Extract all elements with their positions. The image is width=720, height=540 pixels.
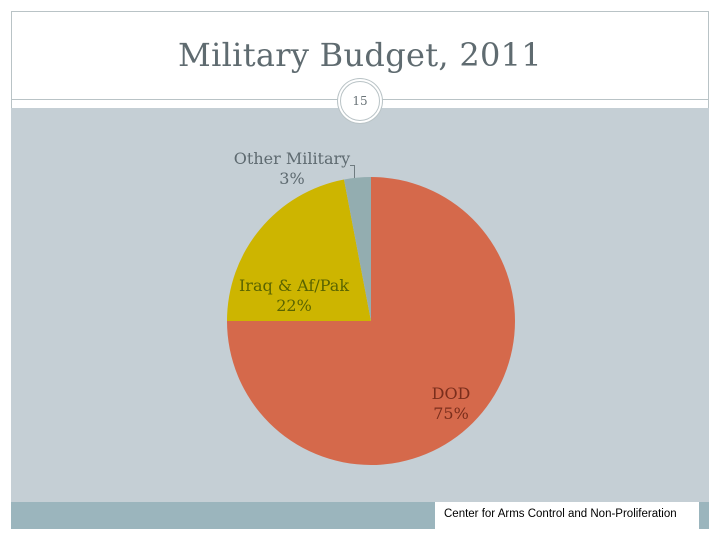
footer-box — [435, 502, 699, 529]
slide-number-badge: 15 — [340, 81, 380, 121]
slice-label-dod: DOD 75% — [416, 384, 486, 424]
slice-value-other-military: 3% — [279, 169, 305, 188]
slice-name-other-military: Other Military — [233, 149, 351, 168]
footer-source-text: Center for Arms Control and Non-Prolifer… — [444, 508, 677, 520]
slice-label-other-military: Other Military 3% — [232, 149, 352, 189]
pie-slice-iraq-af-pak — [227, 179, 371, 321]
pie-slice-other-military — [344, 177, 371, 321]
slice-name-iraq-afpak: Iraq & Af/Pak — [238, 276, 350, 295]
leader-line-other-military — [350, 165, 355, 178]
slice-name-dod: DOD — [431, 384, 471, 403]
slice-value-iraq-afpak: 22% — [276, 296, 312, 315]
slide-title: Military Budget, 2011 — [178, 36, 542, 74]
slice-value-dod: 75% — [433, 404, 469, 423]
slice-label-iraq-afpak: Iraq & Af/Pak 22% — [232, 276, 356, 316]
